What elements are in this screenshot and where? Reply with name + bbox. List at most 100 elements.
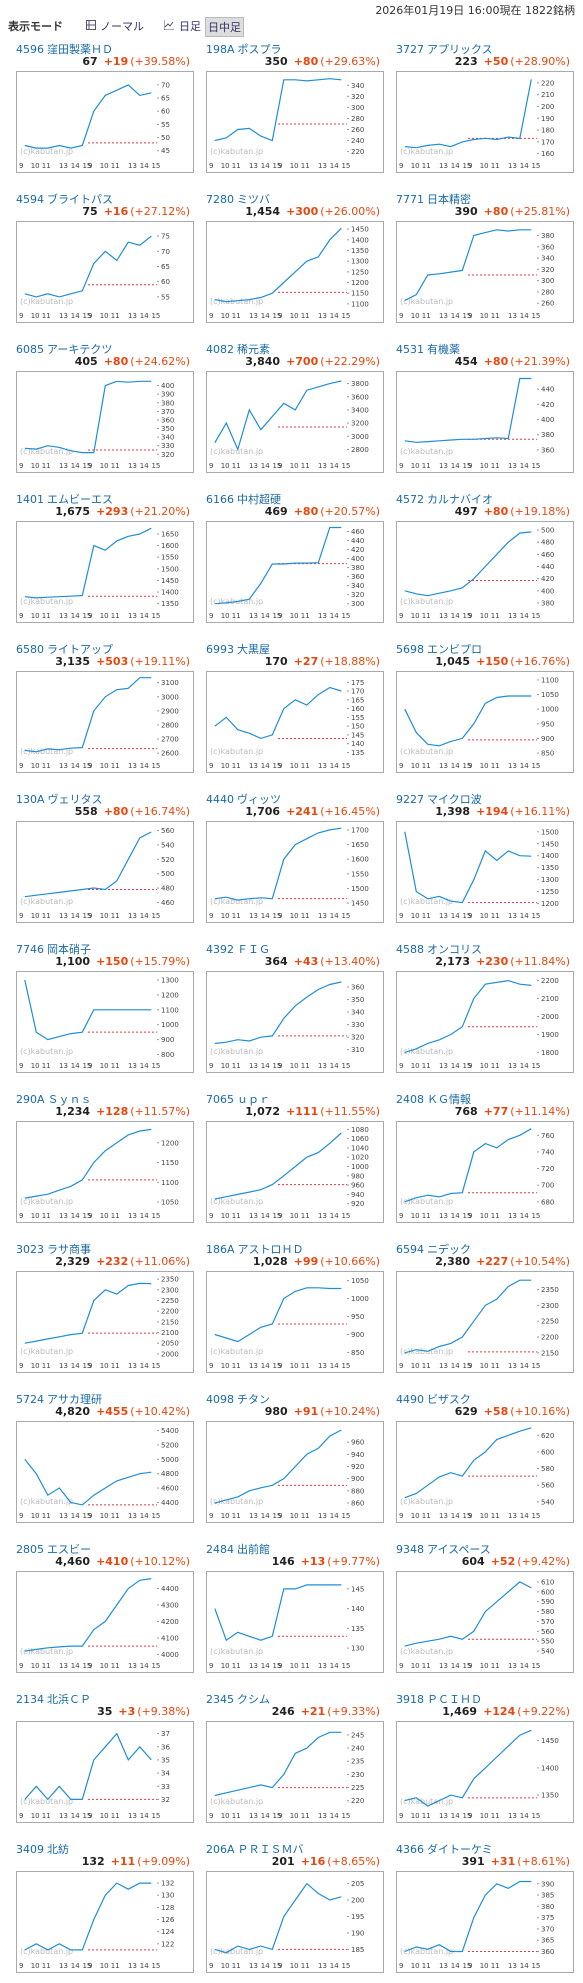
x-tick-label: 11 (111, 1362, 120, 1370)
price: 1,072 (245, 1105, 281, 1118)
y-tick-label: 560 (541, 1628, 554, 1636)
change-pct: (+8.61%) (517, 1855, 570, 1868)
stock-card[interactable]: 1401 エムビーエス 1,675 +293 (+21.20%) 1650 1600 1550… (12, 488, 196, 633)
price: 1,398 (435, 805, 471, 818)
stock-card[interactable]: 7771 日本精密 390 +80 (+25.81%) 380 360 340 320 300 28… (392, 188, 576, 333)
stock-card[interactable]: 186A アストロＨＤ 1,028 +99 (+10.66%) 1050 1000 950 90… (202, 1238, 386, 1383)
stock-card[interactable]: 3727 アプリックス 223 +50 (+28.90%) 220 210 200 190 180… (392, 38, 576, 183)
stock-card[interactable]: 198A ポスプラ 350 +80 (+29.63%) 340 320 300 280 260 24… (202, 38, 386, 183)
stock-card[interactable]: 7280 ミツバ 1,454 +300 (+26.00%) 1450 1400 1350 130… (202, 188, 386, 333)
x-tick-label: 15 (341, 1362, 350, 1370)
stock-card[interactable]: 6085 アーキテクツ 405 +80 (+24.62%) 400 390 380 370 360… (12, 338, 196, 483)
stock-card[interactable]: 5724 アサカ理研 4,820 +455 (+10.42%) 5400 5200 5000 4… (12, 1388, 196, 1533)
x-tick-label: 15 (82, 612, 91, 620)
x-tick-label: 13 (439, 762, 448, 770)
stock-card[interactable]: 2408 ＫＧ情報 768 +77 (+11.14%) 760 740 720 700 680 9 1… (392, 1088, 576, 1233)
stock-card[interactable]: 2484 出前館 146 +13 (+9.77%) 145 140 135 130 9 10 11 13… (202, 1538, 386, 1683)
price: 405 (74, 355, 98, 368)
mode-intraday[interactable]: 日中足 (205, 17, 244, 37)
price: 2,380 (435, 1255, 471, 1268)
stock-card[interactable]: 4596 窪田製薬ＨＤ 67 +19 (+39.58%) 70 65 60 55 50 45 9 10 1… (12, 38, 196, 183)
y-tick-label: 190 (351, 1929, 364, 1937)
stock-card[interactable]: 4588 オンコリス 2,173 +230 (+11.84%) 2200 2100 2000 1… (392, 938, 576, 1083)
stock-card[interactable]: 2134 北浜ＣＰ 35 +3 (+9.38%) 37 36 35 34 33 32 9 10 11 13 1… (12, 1688, 196, 1833)
x-tick-label: 13 (59, 162, 68, 170)
x-tick-label: 15 (82, 312, 91, 320)
stock-card[interactable]: 4490 ビザスク 629 +58 (+10.16%) 620 600 580 560 540 9 1… (392, 1388, 576, 1533)
x-tick-label: 15 (462, 912, 471, 920)
x-tick-label: 15 (151, 1962, 160, 1970)
price-line: 629 +58 (+10.16%) (455, 1405, 570, 1418)
change-pct: (+10.42%) (130, 1405, 190, 1418)
mode-normal[interactable]: ノーマル (100, 20, 144, 33)
y-tick-label: 540 (541, 1498, 554, 1506)
x-tick-label: 15 (531, 162, 540, 170)
stock-card[interactable]: 7746 岡本硝子 1,100 +150 (+15.79%) 1300 1200 1100 10… (12, 938, 196, 1083)
stock-code: 4082 (206, 343, 234, 356)
x-tick-label: 14 (330, 1812, 339, 1820)
stock-card[interactable]: 4082 稀元素 3,840 +700 (+22.29%) 3800 3600 3400 320… (202, 338, 386, 483)
stock-card[interactable]: 2805 エスビー 4,460 +410 (+10.12%) 4400 4300 4200 41… (12, 1538, 196, 1683)
stock-card[interactable]: 3409 北紡 132 +11 (+9.09%) 132 130 128 126 124 122 9 1… (12, 1838, 196, 1983)
stock-card[interactable]: 4572 カルナバイオ 497 +80 (+19.18%) 500 480 460 440 420… (392, 488, 576, 633)
y-tick-label: 140 (351, 1605, 364, 1613)
stock-card[interactable]: 4594 ブライトパス 75 +16 (+27.12%) 75 70 65 60 55 9 10 11 1… (12, 188, 196, 333)
x-tick-label: 14 (261, 462, 270, 470)
y-tick-label: 740 (541, 1148, 554, 1156)
stock-name: ラサ商事 (47, 1243, 91, 1256)
change: +27 (293, 655, 319, 668)
stock-card[interactable]: 3918 ＰＣＩＨＤ 1,469 +124 (+9.22%) 1450 1400 1350 9 1… (392, 1688, 576, 1833)
x-tick-label: 14 (140, 1062, 149, 1070)
x-tick-label: 10 (221, 1662, 230, 1670)
y-tick-label: 540 (161, 841, 174, 849)
x-tick-label: 14 (71, 612, 80, 620)
watermark: (c)kabutan.jp (400, 597, 453, 606)
y-tick-label: 920 (351, 1463, 364, 1471)
x-tick-label: 14 (451, 1062, 460, 1070)
mode-daily[interactable]: 日足 (179, 20, 201, 33)
x-tick-label: 9 (88, 1212, 92, 1220)
stock-card[interactable]: 290A Ｓｙｎｓ 1,234 +128 (+11.57%) 1200 1150 1100 10… (12, 1088, 196, 1233)
title: 7771 日本精密 (396, 191, 471, 207)
stock-card[interactable]: 9348 アイスペース 604 +52 (+9.42%) 610 600 590 580 570 5… (392, 1538, 576, 1683)
price-line (24, 1458, 152, 1506)
x-tick-label: 15 (341, 462, 350, 470)
stock-card[interactable]: 4440 ヴィッツ 1,706 +241 (+16.45%) 1700 1650 1600 15… (202, 788, 386, 933)
stock-name: カルナバイオ (427, 493, 493, 506)
y-tick-label: 1200 (161, 991, 179, 999)
y-tick-label: 34 (161, 1770, 170, 1778)
stock-name: ビザスク (427, 1393, 471, 1406)
stock-name: チタン (237, 1393, 270, 1406)
stock-card[interactable]: 9227 マイクロ波 1,398 +194 (+16.11%) 1500 1450 1400 1… (392, 788, 576, 933)
y-tick-label: 1650 (161, 530, 179, 538)
x-tick-label: 9 (399, 1062, 403, 1070)
stock-card[interactable]: 2345 クシム 246 +21 (+9.33%) 245 240 235 230 225 220 9… (202, 1688, 386, 1833)
change-pct: (+29.63%) (320, 55, 380, 68)
stock-card[interactable]: 7065 ｕｐｒ 1,072 +111 (+11.55%) 1080 1060 1040 102… (202, 1088, 386, 1233)
price-line: 768 +77 (+11.14%) (455, 1105, 570, 1118)
stock-card[interactable]: 6993 大黒屋 170 +27 (+18.88%) 175 170 165 160 155 150… (202, 638, 386, 783)
stock-card[interactable]: 130A ヴェリタス 558 +80 (+16.74%) 560 540 520 500 480 4… (12, 788, 196, 933)
stock-code: 290A (16, 1093, 45, 1106)
stock-card[interactable]: 3023 ラサ商事 2,329 +232 (+11.06%) 2350 2300 2250 22… (12, 1238, 196, 1383)
stock-card[interactable]: 206A ＰＲＩＳＭバ 201 +16 (+8.65%) 205 200 195 190 185 9… (202, 1838, 386, 1983)
x-tick-label: 9 (399, 1812, 403, 1820)
y-tick-label: 145 (351, 1585, 364, 1593)
price-line: 1,706 +241 (+16.45%) (245, 805, 380, 818)
price-line (24, 1732, 152, 1801)
stock-card[interactable]: 6166 中村超硬 469 +80 (+20.57%) 460 440 420 400 380 36… (202, 488, 386, 633)
stock-card[interactable]: 6580 ライトアップ 3,135 +503 (+19.11%) 3100 3000 2900… (12, 638, 196, 783)
stock-card[interactable]: 4098 チタン 980 +91 (+10.24%) 960 940 920 900 880 860… (202, 1388, 386, 1533)
stock-card[interactable]: 4392 ＦＩＧ 364 +43 (+13.40%) 360 350 340 330 320 310… (202, 938, 386, 1083)
stock-card[interactable]: 4531 有機薬 454 +80 (+21.39%) 440 420 400 380 360 9 10… (392, 338, 576, 483)
price-line (404, 229, 532, 301)
stock-name: Ｓｙｎｓ (47, 1093, 92, 1106)
x-tick-label: 15 (151, 1812, 160, 1820)
stock-card[interactable]: 4366 ダイトーケミ 391 +31 (+8.61%) 390 385 380 375 370 3… (392, 1838, 576, 1983)
x-tick-label: 9 (88, 162, 92, 170)
stock-card[interactable]: 5698 エンビプロ 1,045 +150 (+16.76%) 1100 1050 1000 9… (392, 638, 576, 783)
x-tick-label: 11 (422, 1212, 431, 1220)
stock-card[interactable]: 6594 ニデック 2,380 +227 (+10.54%) 2350 2300 2250 22… (392, 1238, 576, 1383)
x-tick-label: 11 (111, 762, 120, 770)
x-tick-label: 14 (140, 462, 149, 470)
